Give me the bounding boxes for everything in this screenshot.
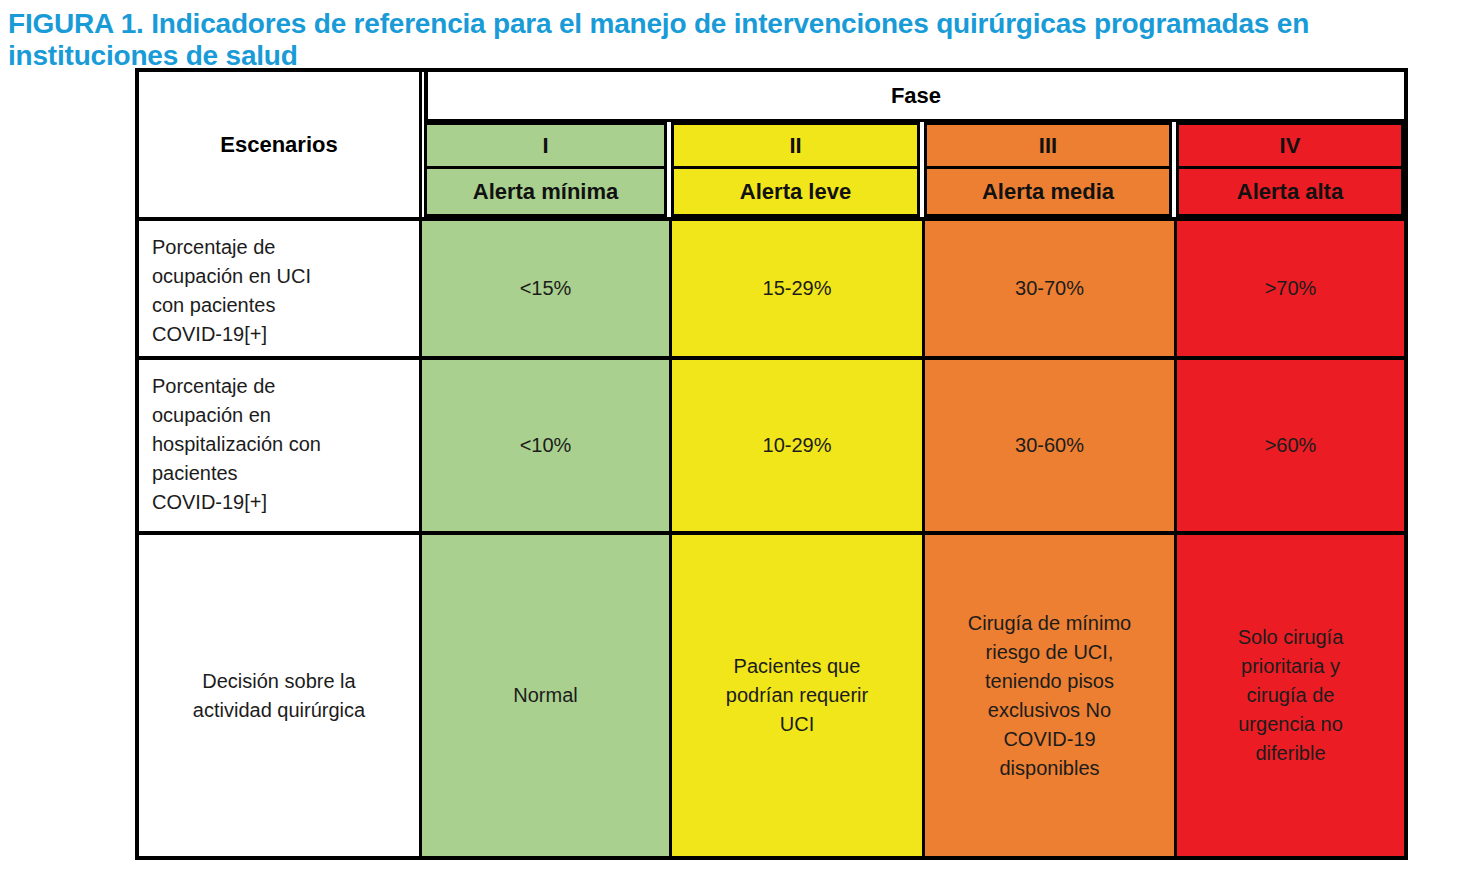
indicator-table: Escenarios Fase I Alerta mínima II Alert… xyxy=(135,68,1408,860)
phase-4-numeral: IV xyxy=(1179,125,1401,169)
phase-2-alert-label: Alerta leve xyxy=(674,169,917,214)
phase-2-numeral: II xyxy=(674,125,917,169)
figure-title: FIGURA 1. Indicadores de referencia para… xyxy=(8,8,1468,72)
phase-3-alert-label: Alerta media xyxy=(927,169,1169,214)
cell-decision-phase4: Solo cirugía prioritaria y cirugía de ur… xyxy=(1174,531,1404,856)
phase-header-4: IV Alerta alta xyxy=(1174,122,1404,217)
row-label-surgical-decision: Decisión sobre la actividad quirúrgica xyxy=(139,531,422,856)
cell-hosp-phase2: 10-29% xyxy=(669,356,922,531)
phase-header-1-box: I Alerta mínima xyxy=(424,122,667,217)
phase-header-1: I Alerta mínima xyxy=(422,122,669,217)
phase-header-4-box: IV Alerta alta xyxy=(1176,122,1404,217)
row-label-hosp-occupancy: Porcentaje de ocupación en hospitalizaci… xyxy=(139,356,422,531)
phase-3-numeral: III xyxy=(927,125,1169,169)
phase-header-3-box: III Alerta media xyxy=(924,122,1172,217)
row-label-uci-occupancy: Porcentaje de ocupación en UCI con pacie… xyxy=(139,217,422,356)
cell-uci-phase1: <15% xyxy=(422,217,669,356)
cell-uci-phase2: 15-29% xyxy=(669,217,922,356)
cell-decision-phase3: Cirugía de mínimo riesgo de UCI, teniend… xyxy=(922,531,1174,856)
phase-header-2-box: II Alerta leve xyxy=(671,122,920,217)
phase-1-numeral: I xyxy=(427,125,664,169)
cell-hosp-phase3: 30-60% xyxy=(922,356,1174,531)
phase-4-alert-label: Alerta alta xyxy=(1179,169,1401,214)
phase-1-alert-label: Alerta mínima xyxy=(427,169,664,214)
cell-decision-phase2: Pacientes que podrían requerir UCI xyxy=(669,531,922,856)
cell-decision-phase1: Normal xyxy=(422,531,669,856)
cell-uci-phase3: 30-70% xyxy=(922,217,1174,356)
phase-header-3: III Alerta media xyxy=(922,122,1174,217)
corner-header-escenarios: Escenarios xyxy=(139,72,422,217)
cell-hosp-phase4: >60% xyxy=(1174,356,1404,531)
cell-hosp-phase1: <10% xyxy=(422,356,669,531)
phase-header-2: II Alerta leve xyxy=(669,122,922,217)
cell-uci-phase4: >70% xyxy=(1174,217,1404,356)
group-header-fase: Fase xyxy=(424,72,1404,122)
